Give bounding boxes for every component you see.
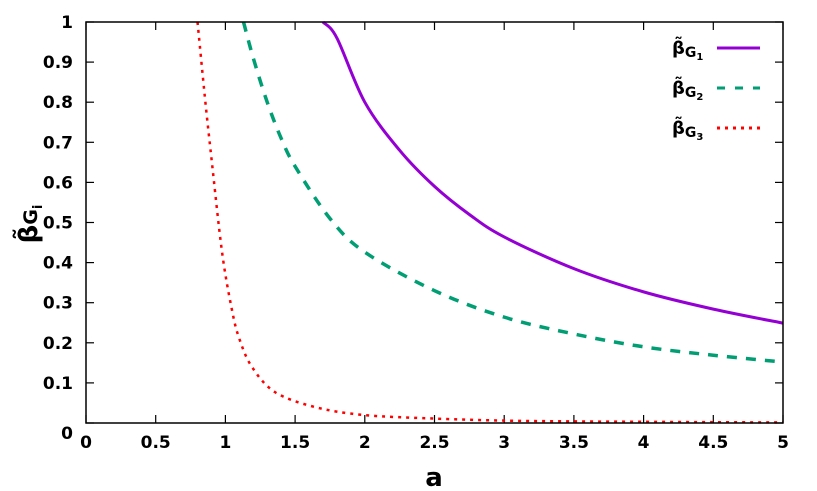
- y-tick-label: 0: [61, 424, 73, 444]
- plot-curves: [196, 20, 784, 424]
- y-tick-label: 0.4: [43, 254, 73, 274]
- y-axis-label: β̃Gi: [11, 205, 46, 244]
- legend: β̃G1 β̃G2 β̃G3: [672, 36, 760, 143]
- x-tick-label: 4: [638, 433, 650, 453]
- x-tick-label: 2.5: [419, 433, 449, 453]
- y-tick-label: 0.9: [43, 53, 73, 73]
- x-tick-label: 2: [359, 433, 371, 453]
- x-tick-label: 1.5: [280, 433, 310, 453]
- legend-label-1: β̃G1: [672, 36, 703, 63]
- x-tick-label: 5: [777, 433, 789, 453]
- y-tick-label: 1: [61, 13, 73, 33]
- series-3-curve: [196, 21, 784, 424]
- x-tick-label: 3.5: [559, 433, 589, 453]
- y-tick-label: 0.2: [43, 334, 73, 354]
- y-tick-label: 0.8: [43, 93, 73, 113]
- x-axis-label: a: [425, 463, 443, 491]
- x-tick-label: 3: [498, 433, 510, 453]
- x-tick-label: 1: [219, 433, 231, 453]
- y-tick-labels: 0 0.1 0.2 0.3 0.4 0.5 0.6 0.7 0.8 0.9 1: [43, 13, 73, 444]
- legend-label-3: β̃G3: [672, 116, 703, 143]
- y-tick-label: 0.5: [43, 214, 73, 234]
- x-tick-label: 4.5: [698, 433, 728, 453]
- svg-text:β̃Gi: β̃Gi: [11, 205, 46, 244]
- series-2-curve: [241, 21, 784, 364]
- y-tick-label: 0.6: [43, 173, 73, 193]
- legend-label-2: β̃G2: [672, 76, 703, 103]
- y-tick-label: 0.1: [43, 374, 73, 394]
- x-tick-labels: 0 0.5 1 1.5 2 2.5 3 3.5 4 4.5 5: [80, 433, 789, 453]
- y-tick-label: 0.7: [43, 133, 73, 153]
- x-tick-label: 0.5: [141, 433, 171, 453]
- x-tick-label: 0: [80, 433, 92, 453]
- plot-frame: [85, 21, 784, 424]
- series-1-curve: [321, 20, 784, 325]
- y-tick-label: 0.3: [43, 294, 73, 314]
